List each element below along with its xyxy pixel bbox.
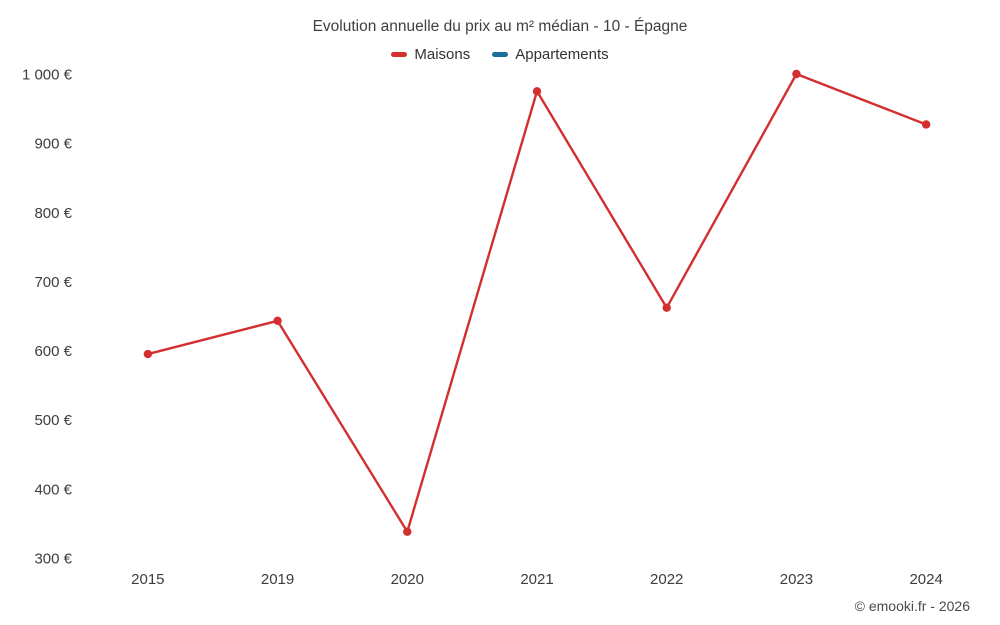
data-point-maisons[interactable] [532, 87, 542, 96]
legend-label-maisons: Maisons [414, 46, 471, 63]
y-axis-tick-label: 600 € [34, 343, 72, 360]
legend-label-appartements: Appartements [515, 46, 609, 63]
x-axis-tick-label: 2019 [261, 571, 294, 588]
copyright-text: © emooki.fr - 2026 [854, 598, 970, 614]
legend-marker-maisons [391, 52, 408, 57]
x-axis-tick-label: 2023 [780, 571, 813, 588]
data-point-maisons[interactable] [792, 69, 801, 79]
y-axis-tick-label: 800 € [34, 205, 72, 222]
legend-marker-appartements [492, 52, 509, 57]
x-axis-tick-label: 2024 [909, 571, 942, 588]
chart-legend: Maisons Appartements [0, 46, 1000, 63]
data-point-maisons[interactable] [143, 349, 153, 359]
legend-item-maisons[interactable]: Maisons [391, 46, 470, 63]
data-point-maisons[interactable] [403, 527, 412, 536]
y-axis-tick-label: 400 € [34, 481, 72, 498]
chart-title: Evolution annuelle du prix au m² médian … [312, 18, 688, 35]
y-axis-tick-label: 700 € [34, 274, 72, 291]
y-axis-tick-label: 300 € [34, 551, 72, 568]
y-axis-tick-label: 900 € [34, 136, 72, 153]
x-axis-tick-label: 2021 [520, 571, 553, 588]
y-axis-tick-label: 1 000 € [22, 67, 73, 84]
legend-item-appartements[interactable]: Appartements [492, 46, 609, 63]
data-point-maisons[interactable] [662, 303, 671, 312]
y-axis-tick-label: 500 € [34, 412, 72, 429]
series-line-maisons [146, 72, 928, 533]
x-axis-tick-label: 2020 [391, 571, 424, 588]
data-point-maisons[interactable] [921, 120, 931, 129]
data-point-maisons[interactable] [273, 316, 282, 326]
x-axis-tick-label: 2015 [131, 571, 164, 588]
x-axis-tick-label: 2022 [650, 571, 683, 588]
